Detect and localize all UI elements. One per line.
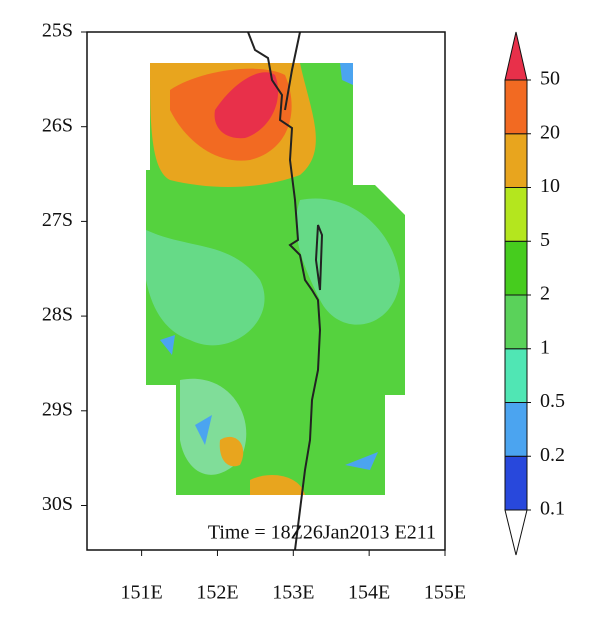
colorbar-bin (504, 294, 528, 350)
y-tick-label: 29S (42, 398, 73, 420)
colorbar-extend-low (504, 509, 528, 556)
colorbar-label: 10 (540, 175, 560, 197)
field-patch (345, 452, 378, 470)
field-patch (340, 63, 353, 85)
y-tick-label: 25S (42, 20, 73, 42)
y-tick-label: 28S (42, 304, 73, 326)
field-patch (250, 475, 305, 495)
field-patch (195, 415, 212, 445)
y-tick-label: 26S (42, 114, 73, 136)
x-tick-label: 155E (424, 582, 466, 604)
colorbar-extend-high (504, 31, 528, 81)
coastline (247, 31, 324, 551)
field-patch (296, 198, 400, 325)
colorbar-bin (504, 348, 528, 403)
colorbar-label: 50 (540, 68, 560, 90)
colorbar-label: 2 (540, 283, 550, 305)
field-patch (146, 230, 265, 346)
colorbar-bin (504, 133, 528, 188)
field-patch (160, 335, 175, 355)
field (146, 31, 405, 551)
colorbar-bin (504, 455, 528, 511)
colorbar-label: 20 (540, 121, 560, 143)
x-tick-label: 152E (196, 582, 238, 604)
annotation: Time = 18Z26Jan2013 E211 (208, 522, 436, 544)
y-tick-label: 30S (42, 493, 73, 515)
colorbar-label: 5 (540, 229, 550, 251)
colorbar-label: 1 (540, 336, 550, 358)
colorbar-label: 0.2 (540, 444, 565, 466)
y-tick-label: 27S (42, 209, 73, 231)
colorbar-bin (504, 187, 528, 242)
x-tick-label: 151E (121, 582, 163, 604)
x-tick-label: 153E (272, 582, 314, 604)
colorbar-bin (504, 240, 528, 296)
colorbar-bin (504, 79, 528, 135)
colorbar-bin (504, 402, 528, 457)
x-tick-label: 154E (348, 582, 390, 604)
field-patch (219, 436, 244, 467)
colorbar-label: 0.5 (540, 390, 565, 412)
plot-frame (86, 31, 446, 551)
field-patch (214, 72, 279, 139)
colorbar-label: 0.1 (540, 498, 565, 520)
